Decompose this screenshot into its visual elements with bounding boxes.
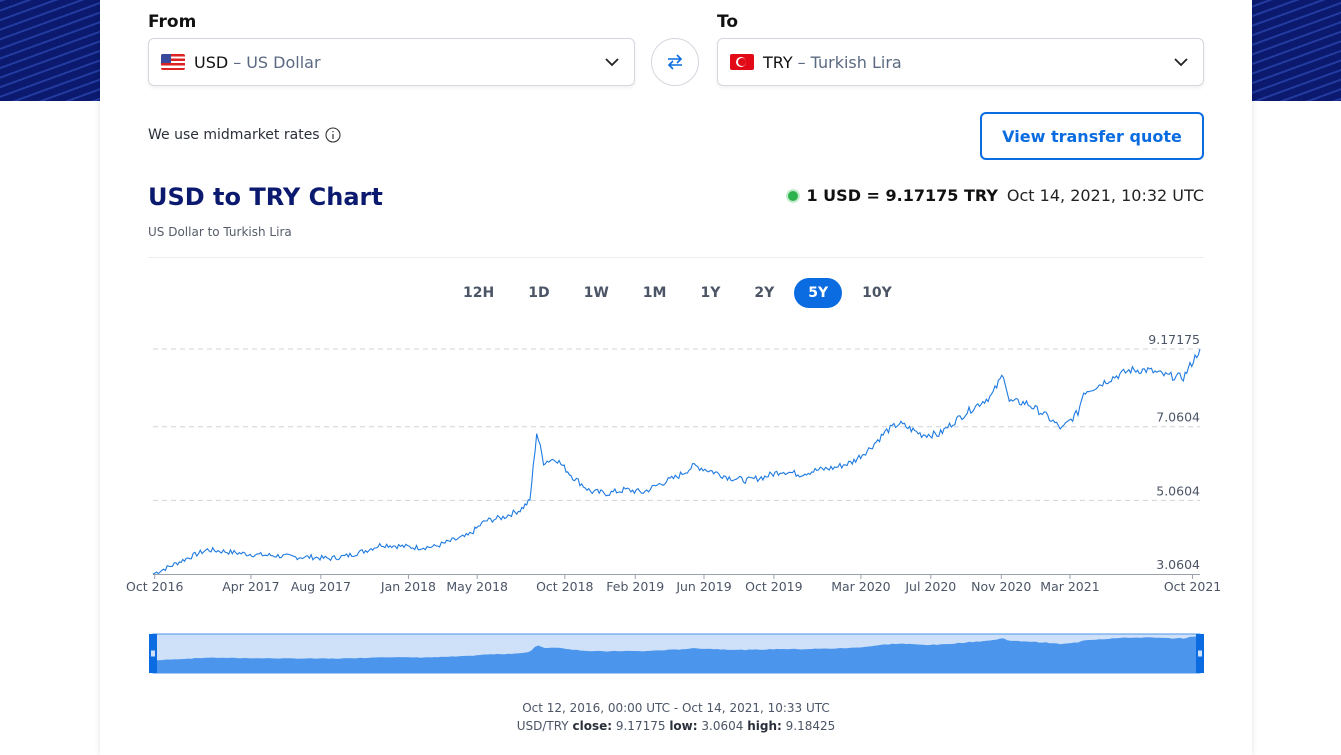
live-rate-value: 1 USD = 9.17175 TRY: [806, 186, 998, 205]
summary-high-value: 9.18425: [785, 719, 836, 733]
live-rate-time: Oct 14, 2021, 10:32 UTC: [1006, 186, 1204, 205]
to-currency-code: TRY: [763, 52, 793, 72]
swap-currencies-button[interactable]: [651, 38, 699, 86]
y-tick-label: 3.0604: [1156, 557, 1200, 572]
x-tick-label: Jan 2018: [380, 579, 436, 594]
x-tick-label: Oct 2016: [126, 579, 183, 594]
range-tab-10y[interactable]: 10Y: [862, 285, 892, 301]
x-tick-label: Oct 2019: [745, 579, 802, 594]
navigator-grip-icon: [151, 650, 155, 657]
banner-pattern-left: [0, 0, 100, 101]
to-label: To: [717, 12, 739, 32]
range-tab-12h[interactable]: 12H: [463, 285, 495, 301]
to-currency-select[interactable]: TRY – Turkish Lira: [717, 38, 1204, 86]
summary-low-label: low:: [669, 719, 698, 733]
view-transfer-quote-button[interactable]: View transfer quote: [980, 112, 1204, 160]
y-tick-label: 9.17175: [1148, 332, 1200, 347]
chart-period: Oct 12, 2016, 00:00 UTC - Oct 14, 2021, …: [522, 701, 830, 715]
range-tab-1m[interactable]: 1M: [642, 285, 667, 301]
chevron-down-icon: [605, 58, 619, 67]
from-currency-select[interactable]: USD – US Dollar: [148, 38, 635, 86]
range-tab-5y[interactable]: 5Y: [794, 278, 843, 308]
chart-title: USD to TRY Chart: [148, 183, 383, 211]
from-currency-dash: –: [233, 52, 242, 72]
to-currency-name: Turkish Lira: [810, 52, 902, 72]
swap-arrows-icon: [667, 54, 683, 70]
from-label: From: [148, 12, 197, 32]
x-tick-label: May 2018: [446, 579, 508, 594]
chevron-down-icon: [1174, 58, 1188, 67]
range-tab-1w[interactable]: 1W: [583, 285, 609, 301]
chart-summary: USD/TRY close: 9.17175 low: 3.0604 high:…: [100, 719, 1252, 733]
summary-high-label: high:: [747, 719, 782, 733]
x-tick-label: Jun 2019: [675, 579, 731, 594]
navigator-series: [153, 635, 1200, 673]
x-tick-label: Oct 2021: [1164, 579, 1221, 594]
x-tick-label: Nov 2020: [971, 579, 1031, 594]
live-status-icon: [788, 190, 799, 201]
time-range-tabs: 12H 1D 1W 1M 1Y 2Y 5Y 10Y: [449, 278, 912, 308]
range-tab-1y[interactable]: 1Y: [700, 285, 721, 301]
range-tab-2y[interactable]: 2Y: [754, 285, 775, 301]
info-icon[interactable]: [325, 127, 341, 143]
turkey-flag-icon: [730, 54, 754, 70]
midmarket-note: We use midmarket rates: [148, 127, 341, 143]
x-tick-label: Oct 2018: [536, 579, 593, 594]
midmarket-text: We use midmarket rates: [148, 127, 320, 143]
x-tick-label: Mar 2021: [1040, 579, 1099, 594]
x-tick-label: Aug 2017: [291, 579, 351, 594]
x-tick-label: Mar 2020: [831, 579, 890, 594]
usd-try-line: [152, 348, 1201, 575]
navigator-grip-icon: [1198, 650, 1202, 657]
summary-low-value: 3.0604: [701, 719, 744, 733]
from-currency-name: US Dollar: [246, 52, 321, 72]
banner-pattern-right: [1241, 0, 1341, 101]
summary-close-label: close:: [572, 719, 613, 733]
x-tick-label: Jul 2020: [904, 579, 956, 594]
header-divider: [148, 257, 1204, 258]
converter-card: From To USD – US Dollar TRY – Turkish Li…: [100, 0, 1252, 755]
live-rate: 1 USD = 9.17175 TRY Oct 14, 2021, 10:32 …: [788, 186, 1204, 205]
x-tick-label: Apr 2017: [222, 579, 279, 594]
to-currency-dash: –: [797, 52, 806, 72]
summary-close-value: 9.17175: [615, 719, 666, 733]
y-tick-label: 5.0604: [1156, 483, 1200, 498]
summary-pair: USD/TRY: [516, 719, 569, 733]
from-currency-code: USD: [194, 52, 229, 72]
range-tab-1d[interactable]: 1D: [528, 285, 550, 301]
x-tick-label: Feb 2019: [606, 579, 664, 594]
rate-chart: 9.17175 7.0604 5.0604 3.0604 Oct 2016 Apr 201…: [126, 332, 1221, 674]
us-flag-icon: [161, 54, 185, 70]
chart-subtitle: US Dollar to Turkish Lira: [148, 225, 292, 239]
y-tick-label: 7.0604: [1156, 410, 1200, 425]
